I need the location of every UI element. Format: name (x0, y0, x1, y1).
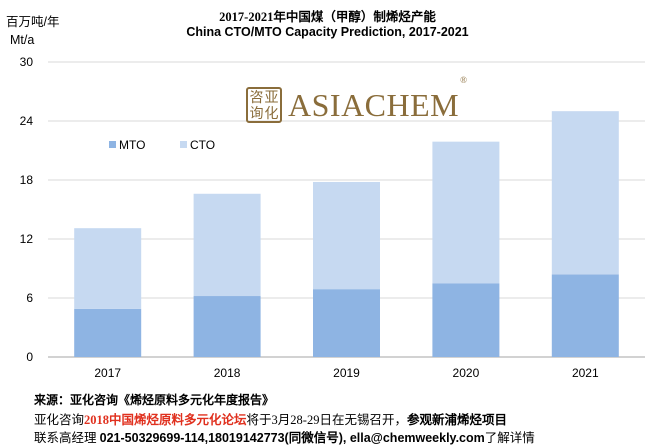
forum-line-d: 参观新浦烯烃项目 (406, 413, 507, 427)
forum-name: 2018中国烯烃原料多元化论坛 (84, 413, 247, 427)
source-line: 来源：亚化咨询《烯烃原料多元化年度报告》 (34, 393, 275, 407)
bar-stacks (74, 111, 619, 357)
asiachem-logo: 咨 亚 询 化 ASIACHEM® (246, 75, 467, 125)
y-tick-labels: 0 6 12 18 24 30 (20, 55, 34, 364)
seal-char: 化 (264, 106, 279, 122)
x-tick-label: 2018 (214, 366, 241, 380)
legend-label-cto: CTO (190, 138, 215, 152)
forum-line: 亚化咨询2018中国烯烃原料多元化论坛将于3月28-29日在无锡召开，参观新浦烯… (34, 409, 507, 428)
legend: MTO CTO (109, 138, 215, 152)
x-tick-label: 2021 (572, 366, 599, 380)
y-tick-label: 24 (20, 114, 34, 128)
seal-char: 咨 (249, 90, 264, 106)
y-axis-label-cn: 百万吨/年 (6, 15, 60, 29)
y-axis-label-en: Mt/a (10, 33, 35, 47)
contact-details: 021-50329699-114,18019142773(同微信号), ella… (99, 431, 485, 445)
y-tick-label: 12 (20, 232, 34, 246)
logo-seal: 咨 亚 询 化 (246, 87, 282, 123)
bar-cto-2018 (193, 193, 261, 297)
y-tick-label: 0 (26, 350, 33, 364)
bar-mto-2018 (193, 296, 261, 357)
y-tick-label: 30 (20, 55, 34, 69)
x-tick-label: 2020 (453, 366, 480, 380)
forum-line-c: 将于3月28-29日在无锡召开， (246, 413, 407, 427)
logo-wordmark: ASIACHEM® (288, 75, 467, 124)
x-tick-label: 2017 (94, 366, 121, 380)
bar-mto-2019 (313, 289, 380, 357)
bar-mto-2017 (74, 308, 142, 357)
registered-mark: ® (460, 74, 468, 85)
x-tick-label: 2019 (333, 366, 360, 380)
bar-mto-2021 (551, 274, 619, 357)
contact-a: 联系高经理 (34, 431, 100, 445)
x-tick-labels: 2017 2018 2019 2020 2021 (94, 366, 599, 380)
legend-swatch-mto (109, 141, 116, 148)
bar-mto-2020 (432, 283, 500, 357)
forum-line-a: 亚化咨询 (34, 413, 85, 427)
bar-cto-2021 (551, 111, 619, 275)
seal-char: 询 (249, 106, 264, 122)
y-tick-label: 6 (26, 291, 33, 305)
legend-label-mto: MTO (119, 138, 145, 152)
legend-swatch-cto (180, 141, 187, 148)
logo-word: ASIACHEM (288, 86, 460, 123)
chart-title-en: China CTO/MTO Capacity Prediction, 2017-… (186, 25, 469, 39)
bar-cto-2020 (432, 141, 500, 284)
bar-cto-2019 (313, 181, 380, 290)
contact-c: 了解详情 (484, 431, 535, 445)
seal-char: 亚 (264, 90, 279, 106)
bar-cto-2017 (74, 228, 142, 309)
chart-title-cn: 2017-2021年中国煤（甲醇）制烯烃产能 (219, 10, 436, 24)
y-tick-label: 18 (20, 173, 34, 187)
contact-line: 联系高经理 021-50329699-114,18019142773(同微信号)… (34, 427, 535, 446)
